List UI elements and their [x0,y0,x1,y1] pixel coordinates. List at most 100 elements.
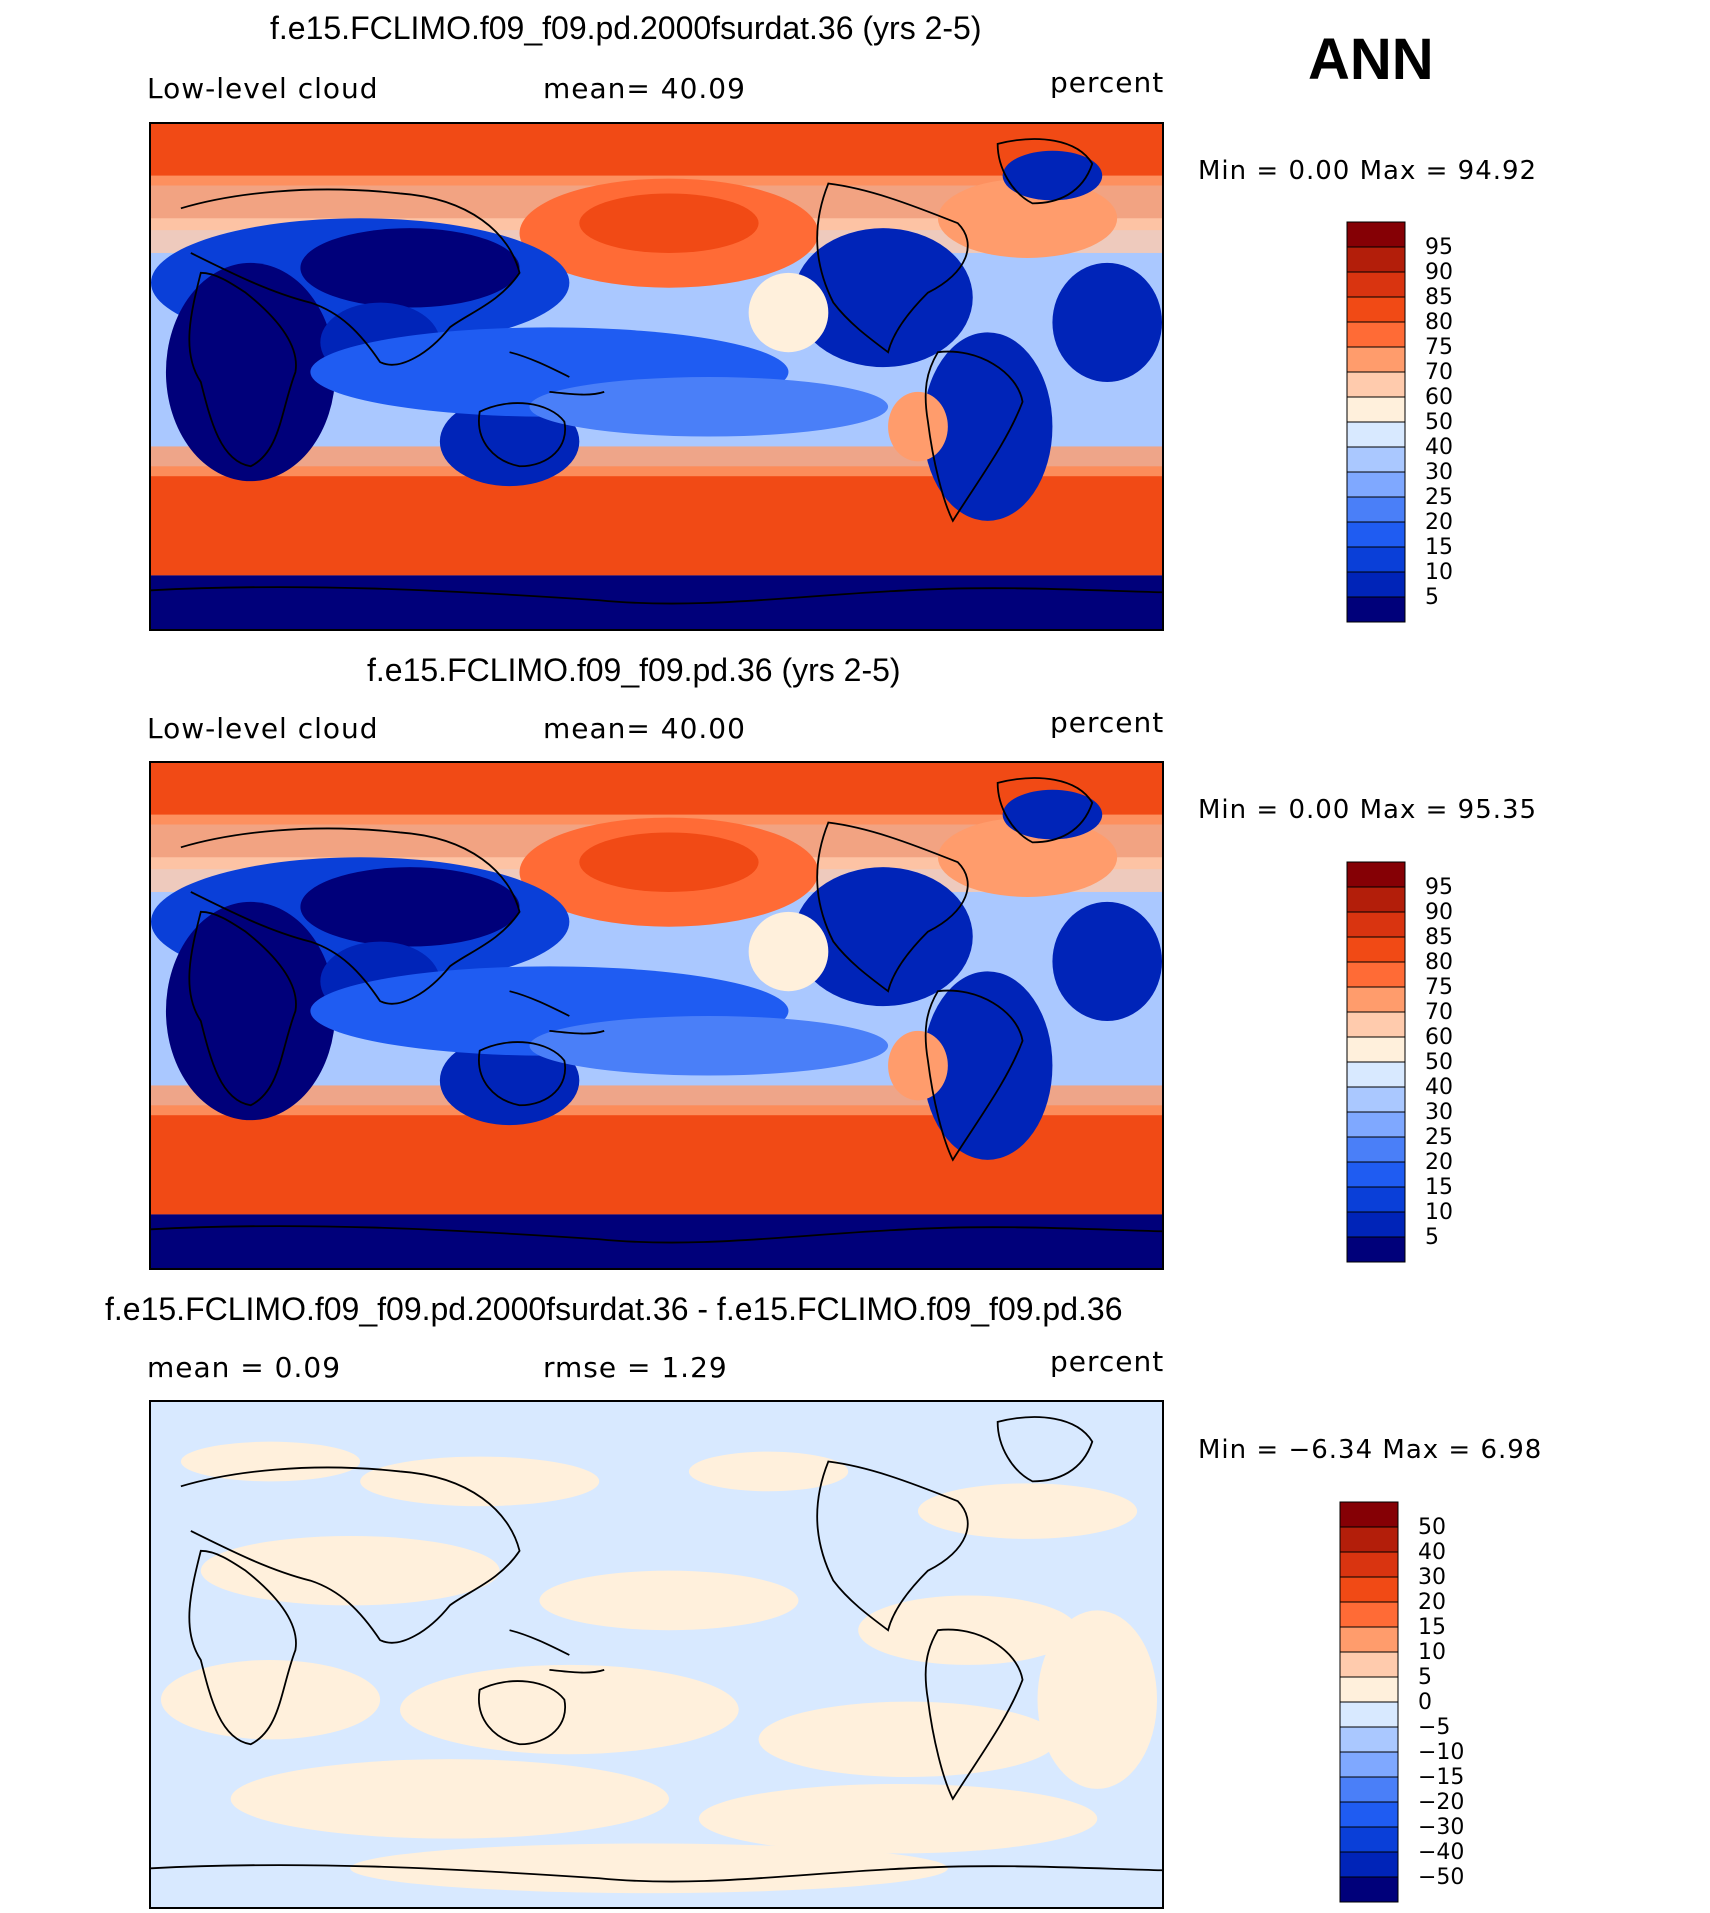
colorbar-segment [1339,1676,1399,1703]
map1-atl-north [937,178,1118,258]
map2-atlantic-east [1052,901,1162,1021]
map2-coast-eurasia [180,827,521,1005]
colorbar-tick-label: 75 [1425,975,1453,1000]
map2-south-america [922,971,1053,1160]
map1-australia [439,396,580,487]
colorbar-tick-label: 80 [1425,950,1453,975]
colorbar-segment [1346,1161,1406,1188]
map1-band-arctic [151,124,1162,186]
map3-patch-10 [758,1701,1058,1778]
map2-peru-sc [888,1030,948,1101]
colorbar-segment [1346,1136,1406,1163]
map3-coast-maritime [509,1629,605,1674]
colorbar-tick-label: 40 [1418,1540,1446,1565]
colorbar-segment [1346,936,1406,963]
map3-coast-south-america [924,1628,1024,1801]
map3-patch-14 [1037,1610,1158,1789]
panel2-map [149,761,1164,1270]
colorbar-segment [1339,1751,1399,1778]
colorbar-tick-label: 50 [1425,410,1453,435]
panel3-rmse-label: rmse = 1.29 [543,1351,728,1384]
map3-patch-7 [858,1595,1078,1665]
map1-north-america [793,228,973,368]
panel3-minmax: Min = −6.34 Max = 6.98 [1198,1435,1543,1465]
colorbar-tick-label: 95 [1425,235,1453,260]
colorbar-segment [1346,1036,1406,1063]
colorbar-segment [1339,1701,1399,1728]
colorbar-segment [1339,1651,1399,1678]
map2-atl-north [937,817,1118,897]
map2-coast-antarctica [151,1225,1162,1244]
colorbar-segment [1339,1876,1399,1903]
colorbar-tick-label: 5 [1418,1665,1432,1690]
panel2-variable-label: Low-level cloud [147,712,379,745]
colorbar-tick-label: −40 [1418,1840,1464,1865]
map3-coast-australia [478,1680,567,1746]
map2-africa [165,901,336,1121]
colorbar-segment [1339,1501,1399,1528]
colorbar-tick-label: −5 [1418,1715,1450,1740]
colorbar-segment [1339,1851,1399,1878]
colorbar-tick-label: 70 [1425,360,1453,385]
map1-npac-center [579,193,759,253]
colorbar-tick-label: 20 [1418,1590,1446,1615]
map1-coast-greenland [996,138,1094,205]
colorbar-tick-label: 40 [1425,1075,1453,1100]
colorbar-segment [1339,1551,1399,1578]
colorbar-segment [1346,471,1406,498]
colorbar-segment [1346,886,1406,913]
panel3-mean-label: mean = 0.09 [147,1351,342,1384]
map1-peru-sc [888,391,948,462]
colorbar-tick-label: −50 [1418,1865,1464,1890]
colorbar-tick-label: 10 [1418,1640,1446,1665]
map1-cal-sc [748,272,829,353]
map2-cal-sc [748,911,829,992]
colorbar-tick-label: 85 [1425,285,1453,310]
panel3-map [149,1400,1164,1909]
panel2-minmax: Min = 0.00 Max = 95.35 [1198,795,1538,825]
colorbar-tick-label: 90 [1425,260,1453,285]
map1-africa [165,262,336,482]
colorbar-segment [1346,1211,1406,1238]
colorbar-segment [1346,396,1406,423]
panel1-minmax: Min = 0.00 Max = 94.92 [1198,156,1538,186]
colorbar-segment [1346,246,1406,273]
panel1-variable-label: Low-level cloud [147,72,379,105]
colorbar-segment [1346,861,1406,888]
map1-coast-australia [478,402,567,468]
colorbar-tick-label: 15 [1425,535,1453,560]
map3-patch-1 [180,1441,361,1482]
map1-coast-north-america [816,182,969,354]
colorbar-segment [1346,421,1406,448]
map2-coast-australia [478,1041,567,1107]
map2-coast-africa [188,910,297,1107]
colorbar-tick-label: 95 [1425,875,1453,900]
colorbar-tick-label: 10 [1425,1200,1453,1225]
colorbar-segment [1346,1011,1406,1038]
panel3-title: f.e15.FCLIMO.f09_f09.pd.2000fsurdat.36 -… [105,1291,1123,1327]
colorbar-segment [1346,546,1406,573]
colorbar-tick-label: 5 [1425,585,1439,610]
colorbar-segment [1346,221,1406,248]
map2-coast-greenland [996,777,1094,844]
colorbar-segment [1339,1776,1399,1803]
map1-band-antarctic [151,575,1162,629]
colorbar-tick-label: −20 [1418,1790,1464,1815]
map2-australia [439,1035,580,1126]
colorbar-segment [1346,496,1406,523]
panel1-title: f.e15.FCLIMO.f09_f09.pd.2000fsurdat.36 (… [270,10,982,46]
map1-coast-antarctica [151,586,1162,605]
colorbar-tick-label: 70 [1425,1000,1453,1025]
colorbar-tick-label: 5 [1425,1225,1439,1250]
colorbar-tick-label: 85 [1425,925,1453,950]
colorbar-tick-label: 15 [1425,1175,1453,1200]
map1-coast-south-america [924,350,1024,523]
map2-asia-high [300,867,520,947]
map1-atlantic-east [1052,262,1162,382]
colorbar-segment [1346,1236,1406,1263]
colorbar-tick-label: 50 [1418,1515,1446,1540]
map3-coast-greenland [996,1416,1094,1483]
colorbar-segment [1346,571,1406,598]
